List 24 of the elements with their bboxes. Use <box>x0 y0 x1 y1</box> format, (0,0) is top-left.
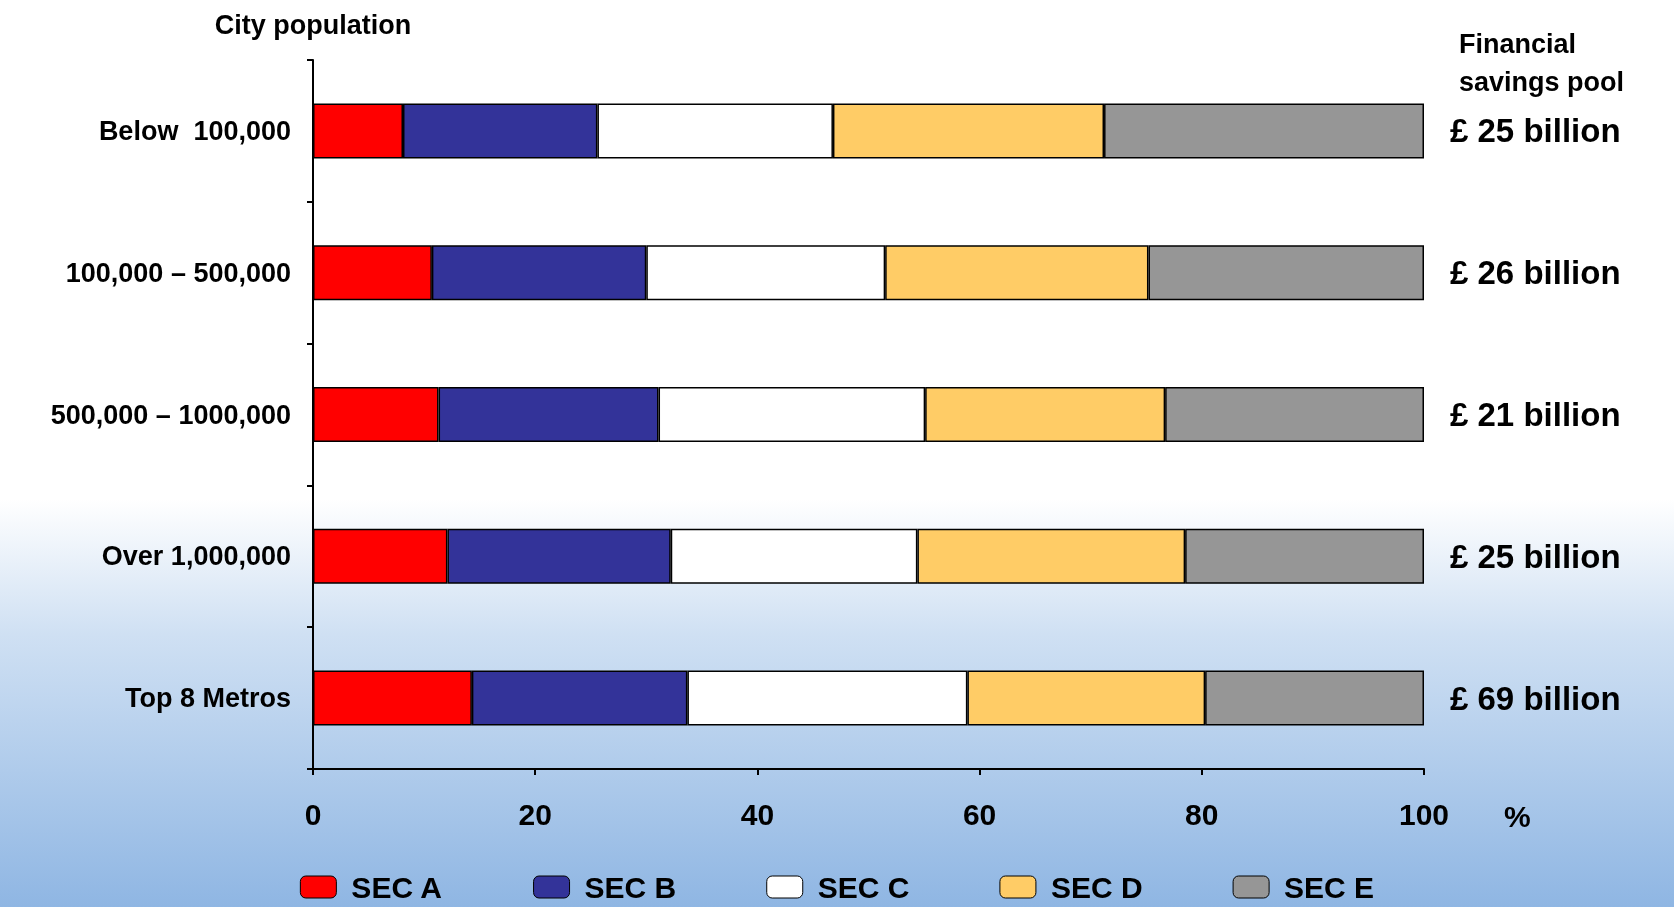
text: £ 26 billion <box>1450 254 1621 292</box>
y-tick-label: Top 8 Metros <box>124 683 291 714</box>
text: £ 69 billion <box>1450 679 1621 717</box>
y-tick-label: Over 1,000,000 <box>101 541 291 572</box>
x-tick-label: 40 <box>740 797 775 831</box>
legend-label: SEC A <box>351 870 442 904</box>
text: £ 25 billion <box>1450 537 1621 575</box>
text: £ 25 billion <box>1450 112 1621 150</box>
legend-label: SEC E <box>1284 870 1375 904</box>
y-axis-title: City population <box>214 9 412 40</box>
x-tick-label: 80 <box>1185 797 1219 831</box>
text: £ 21 billion <box>1450 396 1621 433</box>
x-tick-label: 60 <box>962 797 997 831</box>
legend-label: SEC C <box>817 870 910 904</box>
x-tick-label: 0 <box>304 797 322 831</box>
legend-label: SEC D <box>1050 870 1143 904</box>
y-tick-label: 500,000 – 1000,000 <box>50 399 291 430</box>
x-tick-label: 20 <box>518 797 552 831</box>
legend-label: SEC B <box>584 870 677 904</box>
x-tick-label: 100 <box>1398 797 1450 831</box>
x-axis-title: % <box>1504 799 1531 833</box>
y-tick-label: Below 100,000 <box>98 115 291 146</box>
text: Financial savings pool <box>1458 29 1625 97</box>
y-tick-label: 100,000 – 500,000 <box>65 257 291 288</box>
